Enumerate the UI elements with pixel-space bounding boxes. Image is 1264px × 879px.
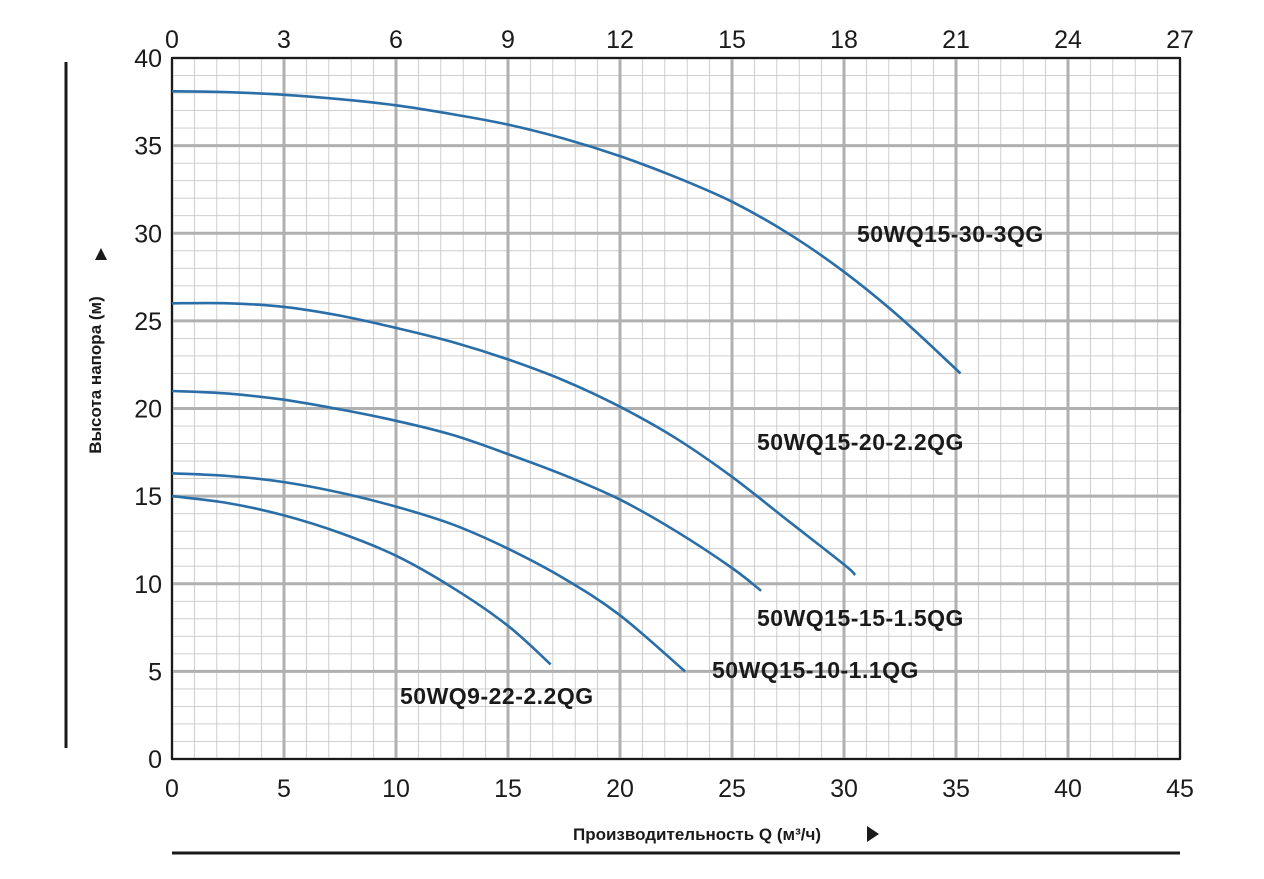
top-tick-label: 12 (606, 26, 634, 54)
x-tick-label: 45 (1166, 775, 1194, 803)
x-tick-label: 20 (606, 775, 634, 803)
series-line-1 (171, 90, 962, 375)
series-line-5 (171, 494, 552, 666)
x-tick-label: 25 (718, 775, 746, 803)
y-tick-label: 35 (134, 133, 162, 161)
series-line-4 (171, 472, 686, 673)
series-label-5: 50WQ9-22-2.2QG (400, 683, 594, 709)
x-tick-label: 35 (942, 775, 970, 803)
series-label-3: 50WQ15-15-1.5QG (757, 605, 964, 631)
y-tick-label: 30 (134, 220, 162, 248)
y-tick-label: 5 (148, 658, 162, 686)
y-tick-label: 20 (134, 396, 162, 424)
x-axis-label: Производительность Q (м³/ч) (573, 825, 821, 844)
y-tick-label: 0 (148, 746, 162, 774)
y-tick-label: 15 (134, 483, 162, 511)
top-tick-label: 9 (501, 26, 515, 54)
top-tick-label: 0 (165, 26, 179, 54)
x-tick-label: 5 (277, 775, 291, 803)
series-line-2 (171, 301, 857, 576)
top-tick-label: 21 (942, 26, 970, 54)
x-tick-label: 10 (382, 775, 410, 803)
y-axis-arrow-icon (95, 248, 107, 260)
top-tick-label: 3 (277, 26, 291, 54)
top-tick-label: 27 (1166, 26, 1194, 54)
y-tick-label: 40 (134, 45, 162, 73)
series-label-2: 50WQ15-20-2.2QG (757, 429, 964, 455)
plot-frame (171, 57, 1181, 760)
series-label-1: 50WQ15-30-3QG (857, 221, 1044, 247)
series-curves (171, 90, 962, 673)
y-axis-ticks: 0 5 10 15 20 25 30 35 40 (134, 45, 162, 774)
x-tick-label: 15 (494, 775, 522, 803)
x-tick-label: 0 (165, 775, 179, 803)
y-axis-label: Высота напора (м) (86, 296, 105, 454)
top-tick-label: 6 (389, 26, 403, 54)
series-labels: 50WQ15-30-3QG 50WQ15-20-2.2QG 50WQ15-15-1.… (400, 221, 1044, 709)
x-axis-arrow-icon (867, 826, 879, 842)
top-axis-ticks: 0 3 6 9 12 15 18 21 24 27 (165, 26, 1194, 54)
x-tick-label: 40 (1054, 775, 1082, 803)
series-label-4: 50WQ15-10-1.1QG (712, 657, 919, 683)
top-tick-label: 15 (718, 26, 746, 54)
x-tick-label: 30 (830, 775, 858, 803)
top-tick-label: 24 (1054, 26, 1082, 54)
series-line-3 (171, 389, 762, 592)
y-tick-label: 10 (134, 571, 162, 599)
y-tick-label: 25 (134, 308, 162, 336)
top-tick-label: 18 (830, 26, 858, 54)
x-axis-ticks: 0 5 10 15 20 25 30 35 40 45 (165, 775, 1194, 803)
